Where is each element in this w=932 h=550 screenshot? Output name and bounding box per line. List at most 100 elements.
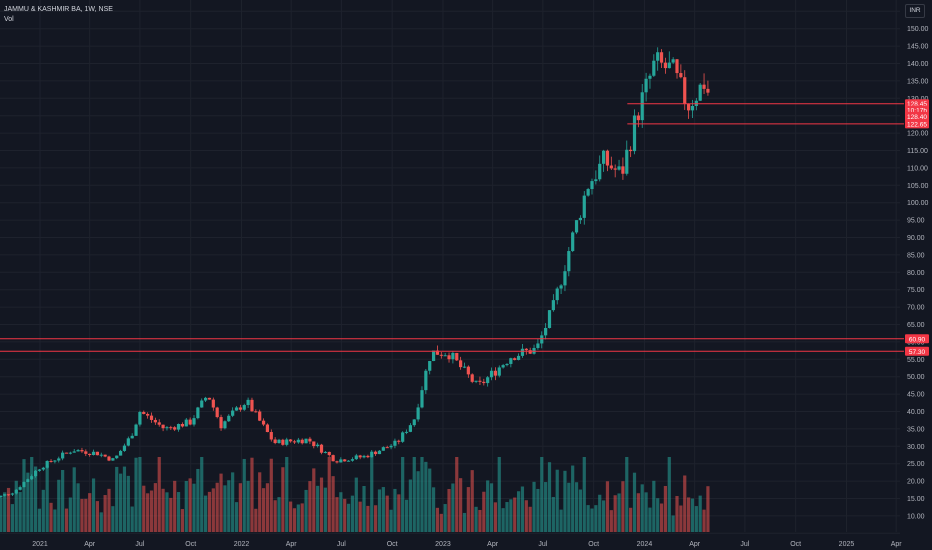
- candle-body: [563, 271, 567, 286]
- price-label: 57.30: [909, 349, 926, 356]
- volume-bar: [663, 485, 668, 532]
- y-tick-label: 50.00: [907, 374, 925, 381]
- volume-bar: [524, 500, 528, 532]
- candle-body: [435, 350, 440, 355]
- volume-bar: [223, 485, 227, 532]
- candle-body: [629, 149, 633, 152]
- candle-body: [64, 452, 69, 454]
- candle-body: [76, 450, 80, 452]
- volume-bar: [37, 508, 42, 532]
- candle-body: [679, 73, 683, 78]
- volume-bar: [207, 491, 212, 532]
- candle-body: [656, 52, 660, 61]
- candle-body: [632, 115, 637, 152]
- volume-bar: [428, 468, 432, 532]
- price-label-bg: [905, 346, 929, 356]
- volume-bar: [362, 485, 366, 532]
- volume-bar: [555, 469, 559, 532]
- candle-body: [466, 366, 470, 375]
- candle-body: [687, 103, 691, 111]
- volume-bar: [99, 512, 103, 532]
- volume-bar: [68, 497, 72, 532]
- volume-bar: [462, 512, 467, 532]
- volume-bar: [474, 506, 478, 532]
- candle-body: [99, 454, 103, 456]
- candle-body: [68, 452, 72, 454]
- volume-bar: [377, 489, 382, 532]
- candle-body: [567, 251, 571, 272]
- volume-bar: [648, 507, 652, 532]
- volume-bar: [393, 488, 397, 532]
- y-tick-label: 15.00: [907, 496, 925, 503]
- volume-bar: [130, 506, 134, 532]
- volume-bar: [327, 457, 331, 532]
- volume-bar: [161, 488, 165, 532]
- x-tick-label: Apr: [891, 541, 903, 548]
- candle-body: [265, 424, 270, 433]
- volume-bar: [706, 486, 710, 532]
- volume-bar: [547, 462, 552, 532]
- x-tick-label: Jul: [740, 541, 749, 548]
- candle-body: [524, 348, 528, 351]
- volume-bar: [292, 508, 297, 532]
- volume-bar: [656, 498, 660, 532]
- candle-body: [482, 381, 486, 384]
- candle-body: [404, 431, 409, 433]
- x-tick-label: 2023: [435, 541, 451, 548]
- volume-bar: [184, 480, 188, 532]
- volume-bar: [451, 483, 455, 532]
- candle-body: [33, 470, 38, 477]
- candle-body: [451, 352, 455, 360]
- y-tick-label: 145.00: [907, 44, 929, 51]
- candle-body: [431, 350, 436, 362]
- volume-bar: [88, 493, 92, 532]
- candle-body: [234, 407, 239, 411]
- candle-body: [702, 84, 706, 89]
- candle-body: [142, 412, 146, 414]
- volume-bar: [346, 503, 351, 532]
- candle-body: [358, 455, 362, 458]
- candle-body: [149, 415, 154, 420]
- candle-body: [370, 451, 374, 458]
- volume-bar: [702, 509, 706, 532]
- volume-bar: [157, 457, 161, 532]
- candle-body: [489, 370, 494, 378]
- candle-body: [242, 405, 246, 410]
- volume-bar: [76, 483, 80, 532]
- candle-body: [211, 399, 215, 408]
- currency-badge[interactable]: INR: [905, 4, 925, 18]
- y-tick-label: 65.00: [907, 322, 925, 329]
- candle-body: [219, 417, 223, 429]
- candle-body: [304, 438, 308, 444]
- candle-body: [393, 440, 397, 446]
- volume-bar: [431, 487, 436, 532]
- candle-body: [292, 441, 297, 443]
- candle-body: [331, 455, 335, 462]
- volume-bar: [586, 505, 590, 532]
- candle-body: [486, 377, 490, 384]
- volume-bar: [115, 466, 119, 532]
- candle-body: [115, 455, 119, 459]
- candle-body: [176, 424, 181, 430]
- candle-body: [354, 455, 358, 460]
- x-tick-label: 2025: [839, 541, 855, 548]
- candle-body: [227, 415, 231, 422]
- y-tick-label: 85.00: [907, 252, 925, 259]
- volume-bar: [505, 502, 509, 532]
- candle-body: [157, 422, 161, 425]
- volume-bar: [64, 508, 69, 532]
- volume-bar: [111, 506, 115, 532]
- y-tick-label: 70.00: [907, 305, 925, 312]
- y-tick-label: 95.00: [907, 218, 925, 225]
- candle-body: [61, 452, 65, 459]
- price-label: 128.45: [907, 101, 927, 108]
- candle-body: [447, 355, 451, 360]
- candle-body: [497, 367, 501, 376]
- candle-body: [18, 487, 22, 490]
- x-tick-label: Jul: [538, 541, 547, 548]
- volume-bar: [536, 488, 540, 532]
- volume-bar: [281, 467, 285, 532]
- x-tick-label: 2022: [234, 541, 250, 548]
